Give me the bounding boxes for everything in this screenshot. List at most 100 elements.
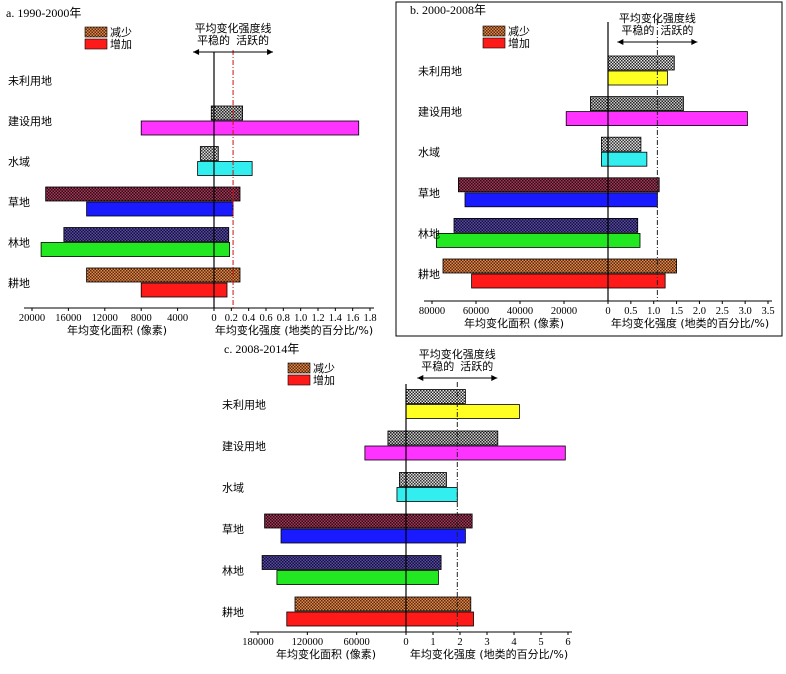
bar-increase-4 xyxy=(140,120,360,136)
annotation-left-label: 平稳的 xyxy=(621,23,654,37)
legend-swatch-increase xyxy=(287,374,311,386)
panel-title: c. 2008-2014年 xyxy=(224,342,299,356)
category-label: 草地 xyxy=(418,187,440,200)
right-tick-label: 1.6 xyxy=(346,313,359,324)
bar-increase-5 xyxy=(607,70,668,86)
right-tick-label: 0 xyxy=(211,313,216,324)
left-tick-label: 40000 xyxy=(507,306,533,317)
category-label: 未利用地 xyxy=(8,75,52,88)
annotation-right-label: 活跃的 xyxy=(236,33,269,47)
bar-decrease-0 xyxy=(86,267,241,283)
right-tick-label: 0.4 xyxy=(242,313,256,324)
left-axis-label: 年均变化面积 (像素) xyxy=(67,323,167,337)
left-tick-label: 8000 xyxy=(131,313,152,324)
left-axis-label: 年均变化面积 (像素) xyxy=(276,647,376,661)
category-label: 耕地 xyxy=(8,276,30,290)
right-tick-label: 6 xyxy=(565,637,570,648)
arrow-left-head xyxy=(417,375,424,381)
bar-increase-1 xyxy=(435,232,641,248)
bar-decrease-4 xyxy=(210,105,244,121)
bar-decrease-3 xyxy=(601,136,642,152)
right-tick-label: 3 xyxy=(484,637,489,648)
right-tick-label: 3.5 xyxy=(761,306,774,317)
bar-decrease-4 xyxy=(387,430,499,446)
bar-decrease-5 xyxy=(607,55,675,71)
annotation-line-label: 平均变化强度线 xyxy=(419,347,496,361)
right-tick-label: 3.0 xyxy=(739,306,752,317)
bar-increase-4 xyxy=(565,111,748,126)
bar-increase-3 xyxy=(601,151,648,167)
bar-decrease-3 xyxy=(199,146,219,161)
right-tick-label: 0.5 xyxy=(624,306,637,317)
category-label: 建设用地 xyxy=(8,114,52,128)
category-label: 林地 xyxy=(418,226,440,240)
right-tick-label: 0.6 xyxy=(259,313,272,324)
legend-label-decrease: 减少 xyxy=(508,25,530,38)
category-label: 未利用地 xyxy=(222,399,266,412)
legend-label-increase: 增加 xyxy=(313,373,335,387)
right-axis-label: 年均变化强度 (地类的百分比/%) xyxy=(410,647,568,661)
legend-label-increase: 增加 xyxy=(110,37,132,51)
legend-swatch-increase xyxy=(482,37,506,49)
bar-increase-5 xyxy=(405,404,520,419)
bar-decrease-1 xyxy=(453,217,639,233)
arrow-right-head xyxy=(691,39,698,45)
right-tick-label: 0 xyxy=(605,306,610,317)
right-axis-label: 年均变化强度 (地类的百分比/%) xyxy=(611,316,769,330)
annotation-left-label: 平稳的 xyxy=(197,33,230,47)
right-tick-label: 1.4 xyxy=(329,313,343,324)
left-tick-label: 60000 xyxy=(344,637,370,648)
arrow-right-head xyxy=(491,375,498,381)
category-label: 水域 xyxy=(222,482,244,495)
bar-increase-4 xyxy=(364,445,566,461)
annotation-line-label: 平均变化强度线 xyxy=(619,11,696,25)
category-label: 建设用地 xyxy=(222,439,266,453)
bar-increase-0 xyxy=(471,273,666,289)
category-label: 耕地 xyxy=(222,605,244,619)
left-tick-label: 60000 xyxy=(463,306,489,317)
bar-increase-0 xyxy=(286,611,474,627)
bar-increase-2 xyxy=(464,192,658,208)
bar-decrease-2 xyxy=(264,513,473,529)
bar-decrease-2 xyxy=(457,177,660,193)
annotation-right-label: 活跃的 xyxy=(460,359,493,373)
right-tick-label: 1.8 xyxy=(363,313,376,324)
bar-decrease-2 xyxy=(45,186,241,202)
annotation-left-label: 平稳的 xyxy=(421,359,454,373)
category-label: 未利用地 xyxy=(418,65,462,78)
bar-decrease-1 xyxy=(63,227,230,242)
category-label: 林地 xyxy=(222,564,244,578)
right-tick-label: 4 xyxy=(511,637,517,648)
legend-swatch-decrease xyxy=(84,26,108,38)
category-label: 草地 xyxy=(8,196,30,209)
right-tick-label: 2.5 xyxy=(716,306,729,317)
left-tick-label: 80000 xyxy=(419,306,445,317)
bar-decrease-3 xyxy=(399,472,447,487)
annotation-right-label: 活跃的 xyxy=(660,23,693,37)
legend-swatch-decrease xyxy=(287,362,311,374)
category-label: 水域 xyxy=(8,156,30,169)
category-label: 建设用地 xyxy=(418,105,462,119)
right-tick-label: 1.2 xyxy=(311,313,324,324)
bar-decrease-1 xyxy=(261,555,442,570)
arrow-left-head xyxy=(617,39,624,45)
bar-decrease-5 xyxy=(405,389,466,404)
left-tick-label: 12000 xyxy=(92,313,118,324)
legend-swatch-increase xyxy=(84,38,108,50)
right-tick-label: 1.0 xyxy=(294,313,307,324)
bar-increase-1 xyxy=(40,242,230,257)
left-axis-label: 年均变化面积 (像素) xyxy=(464,316,564,330)
arrow-left-head xyxy=(193,49,200,55)
left-tick-label: 4000 xyxy=(167,313,188,324)
category-label: 耕地 xyxy=(418,267,440,281)
left-tick-label: 120000 xyxy=(292,637,324,648)
category-label: 林地 xyxy=(8,236,30,250)
left-tick-label: 180000 xyxy=(242,637,274,648)
right-tick-label: 0.8 xyxy=(277,313,290,324)
right-tick-label: 1.0 xyxy=(647,306,660,317)
category-label: 水域 xyxy=(418,146,440,159)
bar-decrease-0 xyxy=(442,258,677,274)
